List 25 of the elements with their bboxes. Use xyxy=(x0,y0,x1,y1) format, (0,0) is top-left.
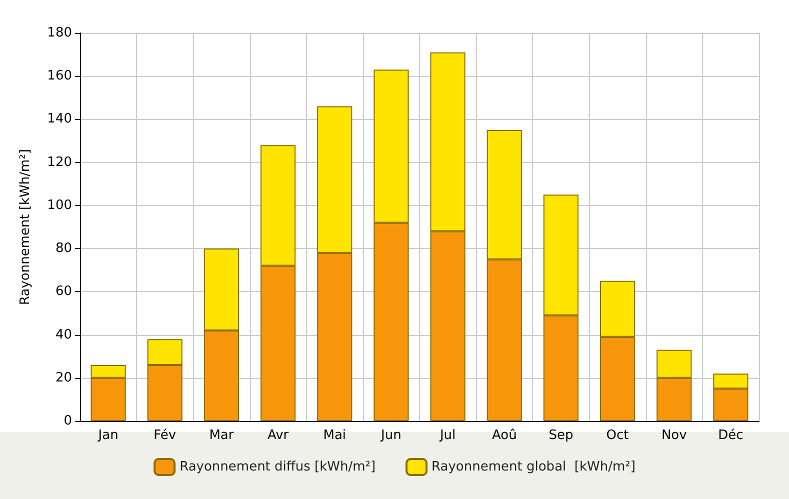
y-tick-label: 100 xyxy=(47,198,72,213)
x-tick-label: Aoû xyxy=(492,428,517,443)
y-tick-label: 120 xyxy=(47,154,72,170)
x-tick-label: Mar xyxy=(209,428,234,443)
x-tick-label: Sep xyxy=(548,428,574,443)
x-tick-label: Déc xyxy=(718,428,744,443)
x-tick-label: Jan xyxy=(97,428,118,443)
x-tick-label: Avr xyxy=(267,428,290,443)
y-tick-label: 40 xyxy=(55,327,72,342)
y-axis-title: Rayonnement [kWh/m²] xyxy=(18,149,33,305)
y-tick-label: 20 xyxy=(55,370,72,386)
x-tick-label: Oct xyxy=(606,428,629,443)
y-tick-label: 160 xyxy=(47,68,72,84)
x-tick-label: Jul xyxy=(438,428,456,443)
x-tick-label: Fév xyxy=(154,428,176,443)
y-tick-label: 80 xyxy=(55,241,72,256)
x-tick-label: Jun xyxy=(380,428,402,443)
y-tick-label: 180 xyxy=(47,26,72,40)
y-tick-label: 60 xyxy=(55,284,72,300)
y-tick-label: 140 xyxy=(47,112,72,127)
y-tick-label: 0 xyxy=(64,414,72,428)
legend-label: Rayonnement diffus [kWh/m²] xyxy=(180,460,376,474)
legend-label: Rayonnement global [kWh/m²] xyxy=(432,460,636,474)
x-tick-label: Mai xyxy=(323,428,346,443)
x-tick-label: Nov xyxy=(661,428,688,443)
